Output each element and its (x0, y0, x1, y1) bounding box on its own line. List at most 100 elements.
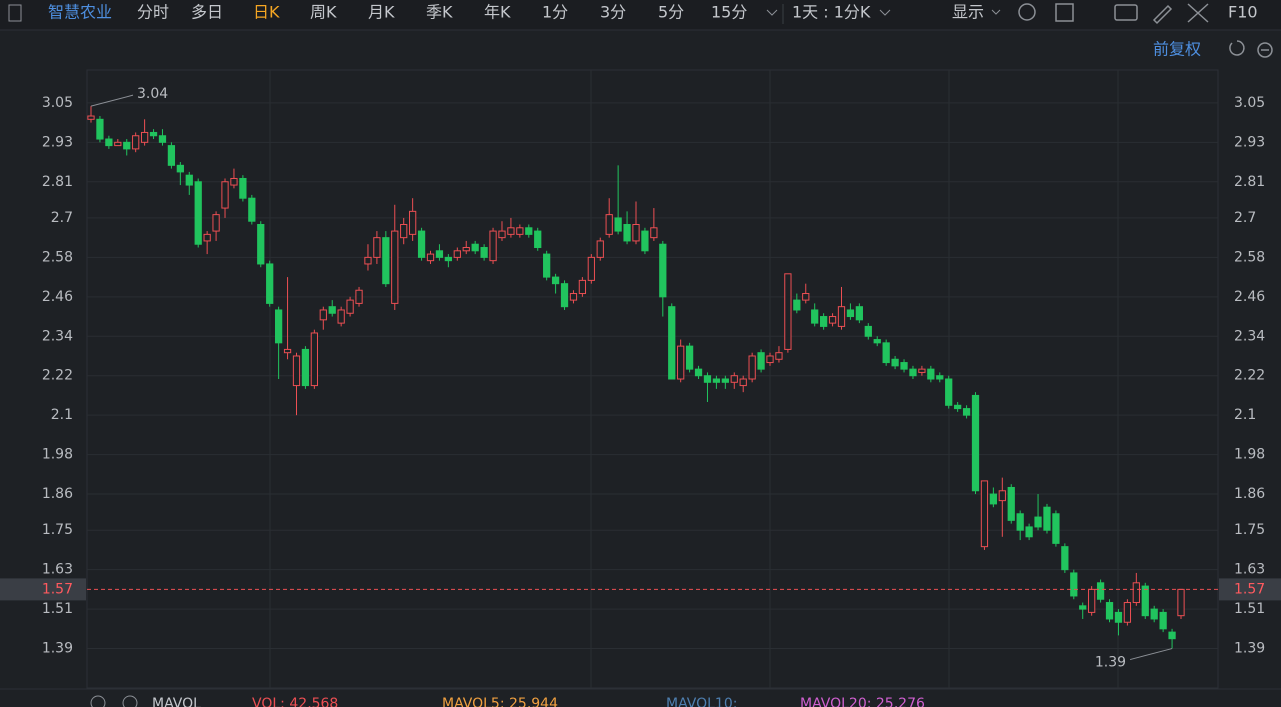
adjust-mode[interactable]: 前复权 (1153, 40, 1201, 59)
dropdown-arrow[interactable] (766, 9, 778, 16)
candle-body (194, 181, 202, 245)
candle-body (114, 141, 122, 147)
candle-body (641, 230, 649, 252)
candle-body (980, 480, 989, 548)
y-tick-label-right: 2.34 (1234, 328, 1265, 344)
y-tick-label: 1.98 (42, 447, 73, 463)
candle-body (373, 237, 381, 258)
draw-icon[interactable] (1152, 4, 1173, 25)
candle-body (668, 306, 676, 380)
candle-body (828, 316, 837, 324)
period-tab[interactable]: 日K (253, 3, 280, 22)
candle-body (927, 368, 935, 380)
indicator-close[interactable] (122, 695, 138, 707)
period-tab[interactable]: 5分 (658, 3, 684, 22)
candle-body (364, 256, 372, 265)
y-tick-label: 2.34 (42, 328, 73, 344)
candle-body (525, 227, 533, 235)
y-tick-label-right: 2.46 (1234, 289, 1265, 305)
camera-icon[interactable] (1114, 4, 1138, 21)
candle-body (891, 358, 899, 367)
fullscreen-icon[interactable] (1187, 3, 1209, 23)
candle-body (775, 352, 783, 360)
zoom-out-icon[interactable] (1257, 42, 1273, 58)
period-tab[interactable]: 年K (484, 3, 511, 22)
candle-body (1096, 582, 1105, 600)
candle-body (677, 345, 685, 380)
candle-body (176, 164, 184, 173)
period-tab[interactable]: 15分 (711, 3, 747, 22)
candle-body (837, 306, 846, 327)
candle-body (721, 378, 729, 383)
candle-body (936, 375, 944, 380)
stock-name[interactable]: 智慧农业 (48, 3, 112, 22)
settings-icon[interactable] (1018, 3, 1036, 21)
period-tab[interactable]: 多日 (191, 3, 223, 22)
candle-body (1123, 602, 1132, 623)
period-tab[interactable]: 1分 (542, 3, 568, 22)
y-tick-label: 1.75 (42, 522, 73, 538)
y-tick-label-right: 1.63 (1234, 562, 1265, 578)
dropdown-arrow[interactable] (991, 9, 1001, 15)
candle-body (337, 309, 345, 324)
indicator-name[interactable]: MAVOL (152, 696, 201, 707)
period-tab[interactable]: 3分 (600, 3, 626, 22)
candle-body (730, 375, 738, 383)
display-menu[interactable]: 显示 (952, 3, 984, 22)
candle-body (489, 230, 497, 262)
candle-body (435, 250, 444, 258)
y-tick-label-right: 1.39 (1234, 641, 1265, 657)
candle-body (257, 224, 265, 265)
candle-body (453, 250, 461, 258)
y-tick-label: 1.86 (42, 486, 73, 502)
candle-body (1025, 526, 1033, 538)
candle-body (712, 378, 721, 383)
candle-body (230, 177, 238, 186)
candle-body (149, 131, 158, 137)
y-tick-label: 1.39 (42, 641, 73, 657)
candle-body (1114, 611, 1123, 623)
candle-body (1043, 506, 1051, 531)
period-select[interactable]: 1天 : 1分K (792, 3, 871, 22)
reset-icon[interactable] (1229, 40, 1245, 56)
plot-frame (86, 69, 1219, 689)
candle-body (766, 355, 774, 364)
y-tick-label: 2.93 (42, 134, 73, 150)
last-price-label: 1.57 (42, 581, 73, 597)
last-price-box (1219, 578, 1281, 601)
candle-body (587, 256, 595, 281)
candle-body (1016, 513, 1024, 531)
candle-body (221, 181, 229, 209)
mavol5-value: MAVOL5: 25,944 (442, 696, 558, 707)
candle-body (739, 378, 747, 387)
y-tick-label: 2.81 (42, 174, 73, 190)
y-tick-label: 1.51 (42, 601, 73, 617)
dropdown-arrow[interactable] (879, 9, 891, 16)
f10-button[interactable]: F10 (1228, 3, 1258, 22)
candle-body (239, 177, 247, 199)
sidebar-toggle[interactable] (8, 4, 22, 22)
candle-body (596, 240, 604, 258)
max-annotation-line (90, 94, 134, 107)
candle-body (346, 299, 354, 314)
candle-body (945, 378, 953, 406)
candle-body (1159, 611, 1167, 630)
indicator-settings[interactable] (90, 695, 106, 707)
period-tab[interactable]: 周K (310, 3, 337, 22)
period-tab[interactable]: 季K (426, 3, 453, 22)
candle-body (1105, 602, 1114, 620)
candle-body (846, 309, 855, 318)
candle-body (426, 253, 435, 262)
candle-body (1150, 608, 1158, 620)
candle-body (409, 210, 417, 235)
candle-body (96, 118, 104, 140)
period-tab[interactable]: 分时 (137, 3, 169, 22)
candle-body (864, 325, 872, 337)
min-annotation: 1.39 (1095, 655, 1126, 671)
checkbox-icon[interactable] (1055, 3, 1074, 22)
candle-body (694, 368, 703, 377)
candle-body (382, 237, 390, 285)
candle-body (900, 362, 908, 370)
candle-body (659, 243, 667, 298)
period-tab[interactable]: 月K (368, 3, 395, 22)
